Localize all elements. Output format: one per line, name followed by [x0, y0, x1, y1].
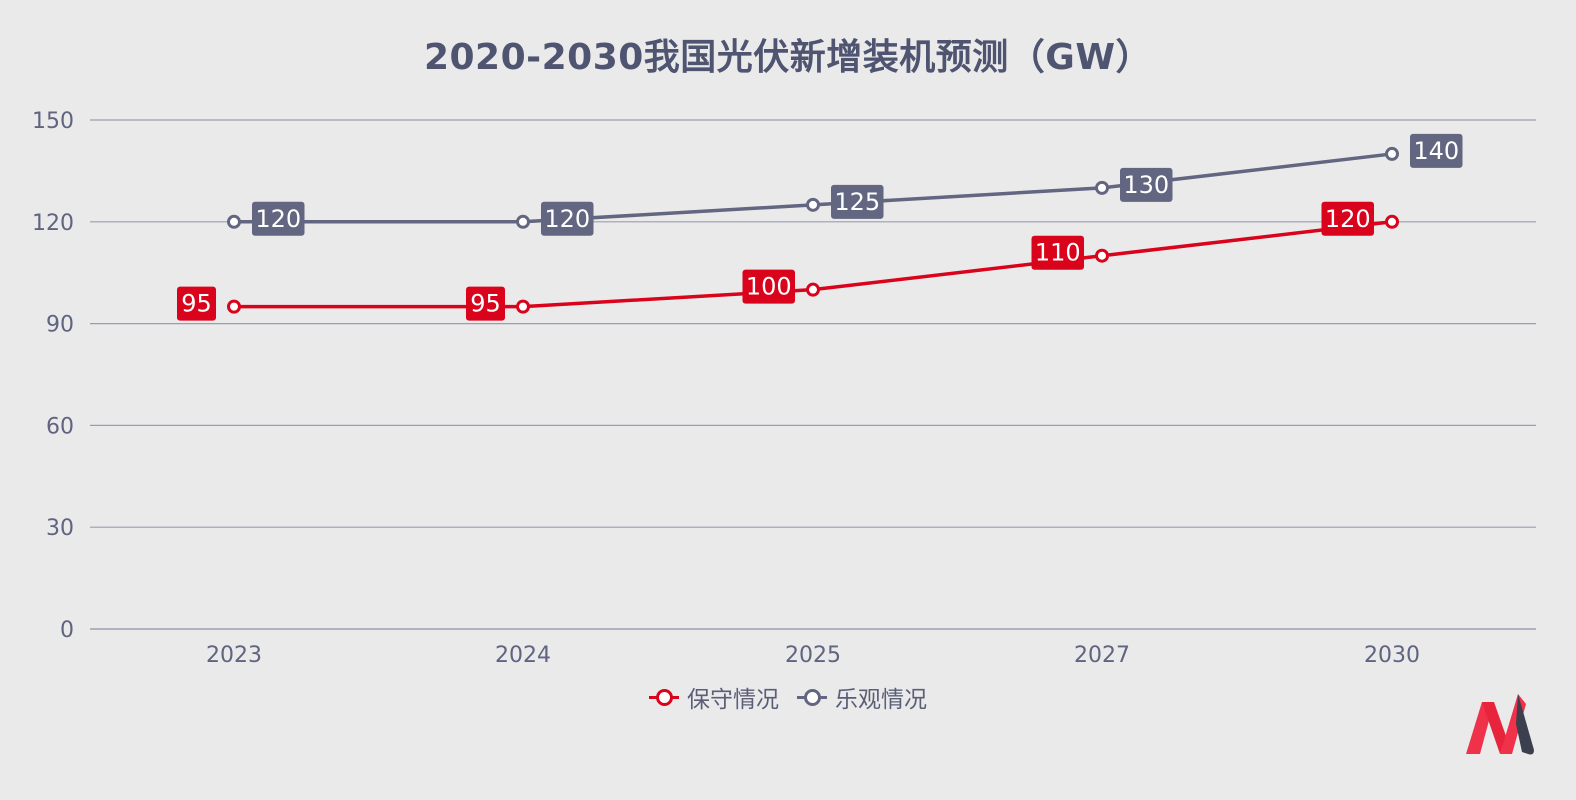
data-point-optimistic[interactable] — [806, 197, 820, 212]
data-labels: 95 95 100 110 120 120 120 125 130 140 — [177, 133, 1463, 321]
legend-item-conservative[interactable]: 保守情况 — [649, 680, 779, 714]
y-axis-ticks: 0 30 60 90 120 150 — [32, 109, 74, 643]
data-label-conservative: 100 — [742, 269, 795, 304]
y-tick-label: 90 — [46, 313, 74, 338]
data-label-box — [252, 201, 305, 236]
data-label-box — [541, 201, 594, 236]
data-label-text: 100 — [746, 273, 792, 301]
data-label-optimistic: 140 — [1410, 133, 1463, 168]
data-label-box — [1321, 201, 1374, 236]
y-tick-label: 150 — [32, 109, 74, 134]
x-tick-label: 2023 — [206, 643, 262, 668]
y-tick-label: 120 — [32, 211, 74, 236]
data-label-box — [831, 184, 884, 219]
data-label-text: 120 — [1325, 205, 1371, 233]
data-label-box — [1031, 235, 1084, 270]
data-point-conservative[interactable] — [516, 299, 530, 314]
data-point-conservative[interactable] — [1095, 248, 1109, 263]
data-point-optimistic[interactable] — [1385, 146, 1399, 161]
data-label-text: 95 — [181, 290, 212, 318]
data-label-box — [177, 286, 216, 321]
data-point-optimistic[interactable] — [227, 214, 241, 229]
data-label-optimistic: 120 — [541, 201, 594, 236]
data-label-optimistic: 125 — [831, 184, 884, 219]
x-tick-label: 2024 — [495, 643, 551, 668]
series-lines — [227, 146, 1399, 314]
data-label-text: 95 — [470, 290, 501, 318]
data-point-conservative[interactable] — [1385, 214, 1399, 229]
data-label-box — [1410, 133, 1463, 168]
data-point-conservative[interactable] — [227, 299, 241, 314]
legend-label-optimistic: 乐观情况 — [835, 687, 927, 713]
data-label-text: 125 — [834, 188, 880, 216]
data-label-text: 120 — [255, 205, 301, 233]
y-tick-label: 30 — [46, 516, 74, 541]
x-tick-label: 2030 — [1364, 643, 1420, 668]
data-label-box — [466, 286, 505, 321]
brand-logo-icon — [1466, 694, 1534, 755]
legend-marker-optimistic — [797, 687, 827, 707]
y-tick-label: 60 — [46, 414, 74, 439]
gridlines — [90, 119, 1536, 630]
data-point-conservative[interactable] — [806, 282, 820, 297]
x-axis-ticks: 2023 2024 2025 2027 2030 — [206, 643, 1420, 668]
data-point-optimistic[interactable] — [1095, 180, 1109, 195]
data-label-box — [1120, 167, 1173, 202]
data-label-text: 130 — [1123, 171, 1169, 199]
x-tick-label: 2025 — [785, 643, 841, 668]
data-label-conservative: 120 — [1321, 201, 1374, 236]
data-label-conservative: 110 — [1031, 235, 1084, 270]
data-label-conservative: 95 — [177, 286, 216, 321]
data-label-optimistic: 120 — [252, 201, 305, 236]
data-label-text: 140 — [1413, 137, 1459, 165]
data-label-text: 120 — [544, 205, 590, 233]
legend-marker-conservative — [649, 687, 679, 707]
data-label-box — [742, 269, 795, 304]
legend-label-conservative: 保守情况 — [687, 687, 779, 713]
data-label-conservative: 95 — [466, 286, 505, 321]
data-point-optimistic[interactable] — [516, 214, 530, 229]
y-tick-label: 0 — [60, 618, 74, 643]
chart-title: 2020-2030我国光伏新增装机预测（GW） — [423, 37, 1153, 78]
x-tick-label: 2027 — [1074, 643, 1130, 668]
data-label-optimistic: 130 — [1120, 167, 1173, 202]
data-label-text: 110 — [1035, 239, 1081, 267]
legend-item-optimistic[interactable]: 乐观情况 — [797, 680, 927, 714]
chart-legend: 保守情况 乐观情况 — [0, 680, 1576, 714]
